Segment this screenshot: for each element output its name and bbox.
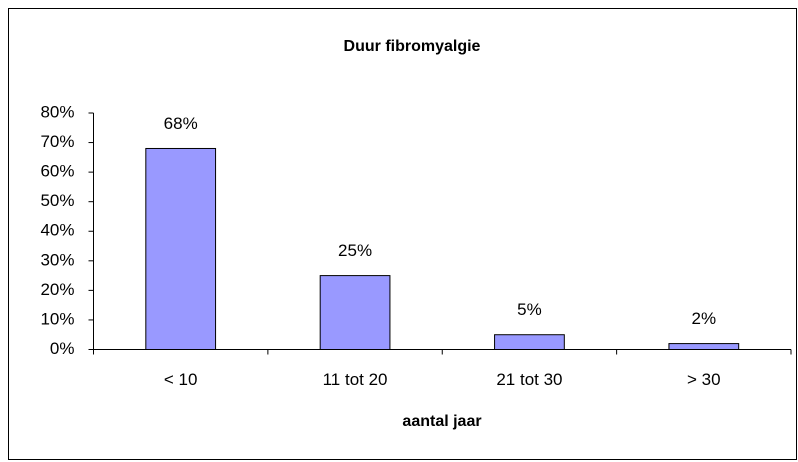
y-tick-label: 30%: [40, 250, 74, 269]
bar: [668, 343, 740, 350]
x-tick-label: 11 tot 20: [323, 370, 388, 389]
y-tick-label: 50%: [40, 191, 74, 210]
bar: [494, 334, 565, 350]
chart-title: Duur fibromyalgie: [344, 38, 481, 55]
y-tick-label: 0%: [50, 339, 75, 358]
value-label: 25%: [338, 241, 372, 260]
x-tick-label: > 30: [687, 370, 721, 389]
y-tick-label: 80%: [40, 102, 74, 121]
bar: [145, 147, 217, 350]
y-tick-label: 10%: [40, 309, 74, 328]
y-tick-label: 20%: [40, 280, 74, 299]
y-tick-label: 70%: [40, 132, 74, 151]
y-tick-label: 60%: [40, 162, 74, 181]
value-label: 5%: [517, 300, 542, 319]
value-label: 68%: [164, 114, 198, 133]
x-tick-label: < 10: [164, 370, 198, 389]
value-label: 2%: [692, 309, 717, 328]
y-tick-label: 40%: [40, 221, 74, 240]
chart-border: [8, 8, 797, 460]
bar: [319, 275, 391, 350]
x-axis-label: aantal jaar: [402, 413, 481, 430]
x-tick-label: 21 tot 30: [496, 370, 562, 389]
